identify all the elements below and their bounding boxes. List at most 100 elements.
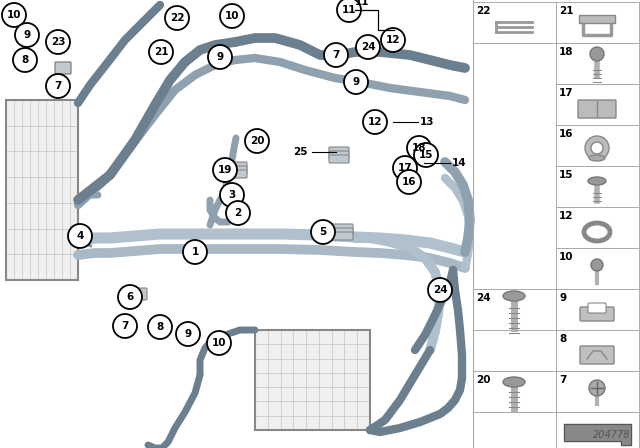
Bar xyxy=(556,125,639,166)
Text: 13: 13 xyxy=(420,117,435,127)
Bar xyxy=(6,100,78,280)
Text: 7: 7 xyxy=(122,321,129,331)
Text: 1: 1 xyxy=(191,247,198,257)
FancyBboxPatch shape xyxy=(231,162,247,170)
Text: 12: 12 xyxy=(368,117,382,127)
Bar xyxy=(556,248,639,289)
Circle shape xyxy=(220,4,244,28)
Circle shape xyxy=(68,224,92,248)
Circle shape xyxy=(208,45,232,69)
Text: 18: 18 xyxy=(559,47,573,57)
Circle shape xyxy=(337,0,361,22)
Circle shape xyxy=(183,240,207,264)
Circle shape xyxy=(324,43,348,67)
Text: 22: 22 xyxy=(476,6,490,16)
Circle shape xyxy=(220,183,244,207)
Text: 15: 15 xyxy=(559,170,573,180)
Bar xyxy=(556,289,639,330)
Circle shape xyxy=(363,110,387,134)
Text: 16: 16 xyxy=(559,129,573,139)
FancyBboxPatch shape xyxy=(580,307,614,321)
Circle shape xyxy=(113,314,137,338)
Text: 18: 18 xyxy=(412,143,426,153)
Circle shape xyxy=(393,156,417,180)
Circle shape xyxy=(356,35,380,59)
FancyBboxPatch shape xyxy=(129,288,147,300)
Text: 12: 12 xyxy=(559,211,573,221)
Bar xyxy=(556,2,639,43)
Bar xyxy=(6,100,78,280)
Circle shape xyxy=(46,74,70,98)
Bar xyxy=(579,15,615,23)
Text: 12: 12 xyxy=(386,35,400,45)
Text: 10: 10 xyxy=(225,11,239,21)
Text: 19: 19 xyxy=(218,165,232,175)
Text: 24: 24 xyxy=(433,285,447,295)
Text: 14: 14 xyxy=(452,158,467,168)
Text: 3: 3 xyxy=(228,190,236,200)
Text: 17: 17 xyxy=(397,163,412,173)
Bar xyxy=(255,330,370,430)
Text: 7: 7 xyxy=(332,50,340,60)
Text: 11: 11 xyxy=(355,0,369,7)
Text: 2: 2 xyxy=(234,208,242,218)
FancyBboxPatch shape xyxy=(231,170,247,178)
Bar xyxy=(556,371,639,412)
Circle shape xyxy=(2,3,26,27)
Circle shape xyxy=(591,259,603,271)
Text: 8: 8 xyxy=(156,322,164,332)
Circle shape xyxy=(148,315,172,339)
Text: 7: 7 xyxy=(54,81,61,91)
Circle shape xyxy=(207,331,231,355)
Circle shape xyxy=(311,220,335,244)
Text: 17: 17 xyxy=(559,88,573,98)
Ellipse shape xyxy=(503,291,525,301)
Circle shape xyxy=(118,285,142,309)
Bar xyxy=(556,412,639,448)
Circle shape xyxy=(245,129,269,153)
Text: 8: 8 xyxy=(559,334,566,344)
Text: 20: 20 xyxy=(476,375,490,385)
Text: 9: 9 xyxy=(559,293,566,303)
FancyBboxPatch shape xyxy=(55,62,71,74)
Circle shape xyxy=(407,136,431,160)
Circle shape xyxy=(15,23,39,47)
Circle shape xyxy=(590,47,604,61)
FancyBboxPatch shape xyxy=(329,147,349,155)
Ellipse shape xyxy=(588,177,606,185)
Circle shape xyxy=(397,170,421,194)
Circle shape xyxy=(589,380,605,396)
Text: 9: 9 xyxy=(184,329,191,339)
Bar xyxy=(556,207,639,248)
Text: 8: 8 xyxy=(21,55,29,65)
Text: 9: 9 xyxy=(353,77,360,87)
Circle shape xyxy=(585,136,609,160)
Circle shape xyxy=(165,6,189,30)
Text: 21: 21 xyxy=(559,6,573,16)
Text: 4: 4 xyxy=(76,231,84,241)
FancyBboxPatch shape xyxy=(327,228,353,236)
Text: 10: 10 xyxy=(212,338,227,348)
FancyBboxPatch shape xyxy=(327,232,353,240)
Ellipse shape xyxy=(503,377,525,387)
Text: 9: 9 xyxy=(216,52,223,62)
Text: 22: 22 xyxy=(170,13,184,23)
Bar xyxy=(255,330,370,430)
Circle shape xyxy=(213,158,237,182)
Text: 25: 25 xyxy=(294,147,308,157)
Circle shape xyxy=(13,48,37,72)
Text: 24: 24 xyxy=(361,42,375,52)
Text: 23: 23 xyxy=(51,37,65,47)
Circle shape xyxy=(176,322,200,346)
Circle shape xyxy=(344,70,368,94)
Polygon shape xyxy=(564,424,631,445)
Bar xyxy=(556,84,639,125)
Circle shape xyxy=(381,28,405,52)
FancyBboxPatch shape xyxy=(588,303,606,313)
Bar xyxy=(556,166,639,207)
FancyBboxPatch shape xyxy=(580,346,614,364)
FancyBboxPatch shape xyxy=(329,155,349,163)
Circle shape xyxy=(414,143,438,167)
Circle shape xyxy=(226,201,250,225)
Bar xyxy=(473,289,556,330)
